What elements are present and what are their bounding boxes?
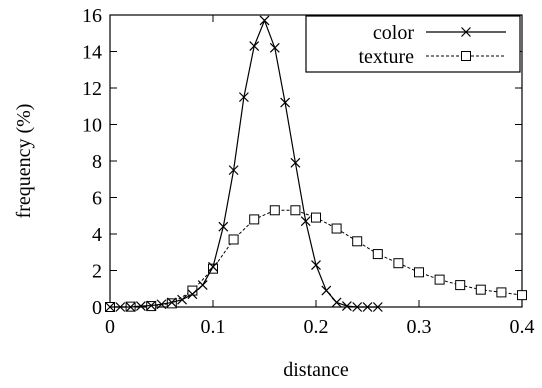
data-point-color — [135, 301, 146, 312]
data-point-color — [311, 260, 321, 270]
data-point-color — [341, 301, 352, 312]
legend-label-color: color — [373, 22, 414, 44]
data-point-color — [321, 285, 332, 296]
data-point-texture — [496, 287, 507, 298]
y-tick-label: 10 — [82, 115, 102, 137]
x-tick-label: 0 — [105, 316, 115, 338]
y-tick-label: 16 — [82, 5, 102, 27]
data-point-color — [362, 302, 373, 312]
data-point-color — [249, 41, 260, 51]
data-point-texture — [352, 236, 363, 247]
data-point-color — [290, 157, 301, 168]
data-point-texture — [517, 290, 527, 301]
data-point-texture — [455, 280, 466, 291]
legend-marker-color — [461, 27, 471, 37]
data-point-texture — [311, 212, 321, 223]
x-tick-label: 0.1 — [201, 316, 226, 338]
data-point-color — [197, 280, 208, 291]
data-point-color — [300, 216, 311, 227]
x-tick-label: 0.2 — [304, 316, 329, 338]
data-point-color — [280, 97, 291, 108]
data-point-texture — [228, 234, 239, 245]
data-point-color — [125, 302, 136, 312]
series-line-texture — [109, 209, 523, 308]
y-axis-label: frequency (%) — [13, 104, 35, 219]
data-point-texture — [434, 274, 445, 285]
legend-marker-texture — [461, 51, 471, 61]
data-point-texture — [290, 205, 301, 216]
data-point-texture — [393, 258, 404, 269]
data-point-color — [177, 294, 188, 305]
data-point-color — [372, 302, 383, 312]
plot-series — [105, 15, 527, 312]
data-point-color — [228, 165, 239, 176]
data-point-color — [208, 261, 218, 272]
data-point-color — [146, 300, 157, 311]
y-tick-label: 14 — [82, 42, 102, 64]
data-point-color — [166, 297, 177, 308]
data-point-texture — [208, 263, 218, 274]
data-point-color — [331, 297, 342, 308]
y-tick-label: 4 — [92, 224, 102, 246]
data-point-texture — [475, 284, 486, 295]
legend-box — [305, 15, 521, 73]
data-point-color — [105, 302, 115, 312]
y-tick-label: 6 — [92, 188, 102, 210]
data-point-color — [269, 42, 280, 53]
x-tick-label: 0.4 — [510, 316, 535, 338]
legend-label-texture: texture — [358, 46, 414, 68]
x-tick-label: 0.3 — [407, 316, 432, 338]
data-point-texture — [331, 223, 342, 234]
data-point-color — [238, 92, 249, 103]
y-tick-label: 0 — [92, 297, 102, 319]
x-axis-label: distance — [283, 359, 349, 381]
data-point-texture — [372, 249, 383, 260]
data-point-color — [187, 289, 198, 300]
data-point-texture — [269, 205, 280, 216]
y-tick-label: 8 — [92, 151, 102, 173]
data-point-texture — [249, 214, 260, 225]
data-point-color — [156, 299, 167, 310]
data-point-color — [218, 221, 229, 232]
data-point-color — [259, 15, 270, 26]
data-point-texture — [414, 267, 424, 278]
series-color — [105, 15, 383, 312]
data-point-color — [352, 302, 363, 312]
data-point-color — [115, 302, 126, 312]
y-tick-label: 2 — [92, 261, 102, 283]
y-tick-label: 12 — [82, 78, 102, 100]
series-texture — [105, 205, 527, 312]
